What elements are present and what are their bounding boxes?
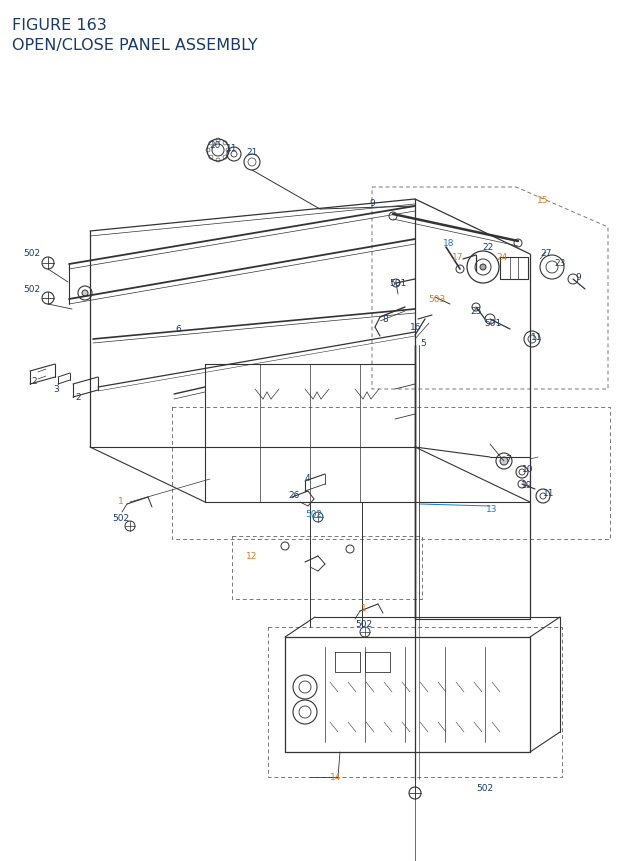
Text: 11: 11	[227, 143, 237, 152]
Text: 12: 12	[246, 552, 258, 561]
Text: 26: 26	[288, 491, 300, 500]
Text: OPEN/CLOSE PANEL ASSEMBLY: OPEN/CLOSE PANEL ASSEMBLY	[12, 38, 258, 53]
Text: 1: 1	[361, 604, 367, 613]
Text: 23: 23	[554, 258, 566, 267]
Text: 502: 502	[305, 510, 323, 519]
Text: 503: 503	[428, 295, 445, 304]
Text: 502: 502	[24, 284, 40, 293]
Text: 5: 5	[420, 338, 426, 347]
Circle shape	[480, 264, 486, 270]
Text: 8: 8	[382, 315, 388, 324]
Text: 501: 501	[484, 318, 502, 327]
Text: 18: 18	[444, 238, 455, 247]
Text: 25: 25	[470, 307, 482, 315]
Text: 2: 2	[31, 376, 37, 385]
Text: 13: 13	[486, 505, 498, 514]
Text: 9: 9	[575, 272, 581, 282]
Text: 502: 502	[113, 514, 129, 523]
Circle shape	[82, 291, 88, 297]
Text: 20: 20	[209, 140, 221, 149]
Text: 15: 15	[537, 195, 548, 204]
Text: 24: 24	[497, 253, 508, 263]
Text: 502: 502	[355, 620, 372, 629]
Text: 27: 27	[540, 248, 552, 257]
Text: 6: 6	[175, 325, 181, 334]
Text: 17: 17	[452, 252, 464, 261]
Text: 502: 502	[476, 784, 493, 793]
Text: 14: 14	[330, 772, 342, 782]
Text: 7: 7	[505, 455, 511, 464]
Text: 9: 9	[369, 198, 375, 208]
Text: 21: 21	[246, 147, 258, 157]
Text: 11: 11	[531, 333, 543, 342]
Text: 3: 3	[53, 384, 59, 393]
Text: 502: 502	[24, 249, 40, 258]
Text: 1: 1	[118, 497, 124, 506]
Text: 2: 2	[75, 392, 81, 401]
Text: FIGURE 163: FIGURE 163	[12, 18, 107, 33]
Text: 501: 501	[389, 278, 406, 288]
Text: 22: 22	[483, 243, 493, 252]
Text: 4: 4	[304, 474, 310, 483]
Text: 16: 16	[410, 323, 422, 332]
Circle shape	[500, 457, 508, 466]
Text: 19: 19	[521, 481, 532, 490]
Text: 11: 11	[543, 489, 555, 498]
Text: 10: 10	[522, 465, 534, 474]
